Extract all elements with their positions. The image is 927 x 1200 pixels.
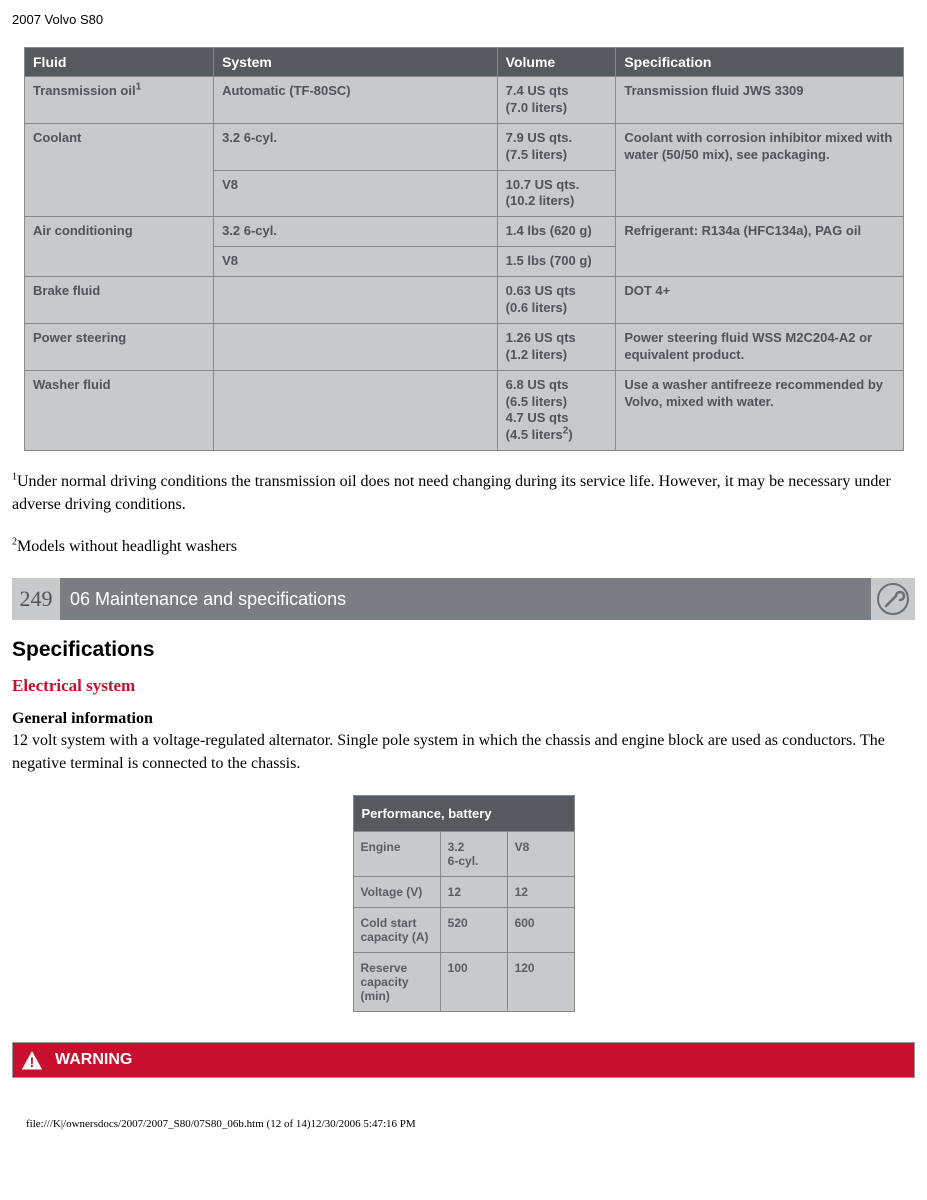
battery-cell: 3.26-cyl. <box>440 832 507 877</box>
fluid-table: FluidSystemVolumeSpecification Transmiss… <box>24 47 904 451</box>
system-cell: 3.2 6-cyl. <box>214 123 498 170</box>
fluid-cell: Washer fluid <box>25 370 214 451</box>
volume-cell: 7.4 US qts(7.0 liters) <box>497 77 616 124</box>
fluid-cell: Air conditioning <box>25 217 214 277</box>
battery-cell: 600 <box>507 908 574 953</box>
volume-cell: 10.7 US qts.(10.2 liters) <box>497 170 616 217</box>
section-bar: 249 06 Maintenance and specifications <box>12 578 915 620</box>
footer-path: file:///K|/ownersdocs/2007/2007_S80/07S8… <box>26 1118 915 1130</box>
volume-cell: 1.5 lbs (700 g) <box>497 247 616 277</box>
battery-cell: Reserve capacity (min) <box>353 953 440 1012</box>
specifications-heading: Specifications <box>12 638 915 662</box>
footnote-2: 2Models without headlight washers <box>12 536 915 558</box>
table-row: Air conditioning3.2 6-cyl.1.4 lbs (620 g… <box>25 217 904 247</box>
battery-cell: 100 <box>440 953 507 1012</box>
footnote-1: 1Under normal driving conditions the tra… <box>12 471 915 516</box>
table-row: Washer fluid 6.8 US qts(6.5 liters)4.7 US… <box>25 370 904 451</box>
table-header: Fluid <box>25 48 214 77</box>
general-info-heading: General information <box>12 710 915 728</box>
table-row: Cold start capacity (A)520600 <box>353 908 574 953</box>
table-row: Engine3.26-cyl.V8 <box>353 832 574 877</box>
table-row: Coolant3.2 6-cyl.7.9 US qts.(7.5 liters)… <box>25 123 904 170</box>
system-cell: V8 <box>214 247 498 277</box>
table-row: Transmission oil1Automatic (TF-80SC)7.4 … <box>25 77 904 124</box>
system-cell: V8 <box>214 170 498 217</box>
spec-cell: Power steering fluid WSS M2C204-A2 or eq… <box>616 323 904 370</box>
table-header: Specification <box>616 48 904 77</box>
system-cell <box>214 277 498 324</box>
table-row: Power steering 1.26 US qts(1.2 liters)Pow… <box>25 323 904 370</box>
battery-cell: 120 <box>507 953 574 1012</box>
wrench-icon <box>871 578 915 620</box>
spec-cell: Coolant with corrosion inhibitor mixed w… <box>616 123 904 217</box>
warning-bar: ! WARNING <box>12 1042 915 1078</box>
warning-label: WARNING <box>55 1051 132 1069</box>
system-cell <box>214 370 498 451</box>
battery-table-header: Performance, battery <box>353 796 574 832</box>
fluid-cell: Coolant <box>25 123 214 217</box>
volume-cell: 6.8 US qts(6.5 liters)4.7 US qts(4.5 lit… <box>497 370 616 451</box>
fluid-cell: Power steering <box>25 323 214 370</box>
spec-cell: Use a washer antifreeze recommended by V… <box>616 370 904 451</box>
fluid-cell: Brake fluid <box>25 277 214 324</box>
battery-cell: 520 <box>440 908 507 953</box>
battery-cell: 12 <box>507 877 574 908</box>
volume-cell: 0.63 US qts(0.6 liters) <box>497 277 616 324</box>
volume-cell: 1.26 US qts(1.2 liters) <box>497 323 616 370</box>
system-cell <box>214 323 498 370</box>
table-header: System <box>214 48 498 77</box>
page-title: 2007 Volvo S80 <box>12 12 915 27</box>
battery-cell: 12 <box>440 877 507 908</box>
page-number: 249 <box>12 578 60 620</box>
table-header: Volume <box>497 48 616 77</box>
battery-cell: Cold start capacity (A) <box>353 908 440 953</box>
spec-cell: DOT 4+ <box>616 277 904 324</box>
system-cell: 3.2 6-cyl. <box>214 217 498 247</box>
electrical-system-heading: Electrical system <box>12 676 915 696</box>
general-info-paragraph: 12 volt system with a voltage-regulated … <box>12 730 915 775</box>
table-row: Brake fluid 0.63 US qts(0.6 liters)DOT 4+ <box>25 277 904 324</box>
battery-cell: Engine <box>353 832 440 877</box>
spec-cell: Refrigerant: R134a (HFC134a), PAG oil <box>616 217 904 277</box>
volume-cell: 1.4 lbs (620 g) <box>497 217 616 247</box>
battery-cell: V8 <box>507 832 574 877</box>
table-row: Reserve capacity (min)100120 <box>353 953 574 1012</box>
battery-table: Performance, battery Engine3.26-cyl.V8Vo… <box>353 795 575 1012</box>
battery-cell: Voltage (V) <box>353 877 440 908</box>
section-bar-title: 06 Maintenance and specifications <box>60 578 871 620</box>
warning-triangle-icon: ! <box>19 1048 45 1072</box>
table-row: Voltage (V)1212 <box>353 877 574 908</box>
volume-cell: 7.9 US qts.(7.5 liters) <box>497 123 616 170</box>
system-cell: Automatic (TF-80SC) <box>214 77 498 124</box>
fluid-cell: Transmission oil1 <box>25 77 214 124</box>
svg-text:!: ! <box>30 1054 35 1070</box>
spec-cell: Transmission fluid JWS 3309 <box>616 77 904 124</box>
